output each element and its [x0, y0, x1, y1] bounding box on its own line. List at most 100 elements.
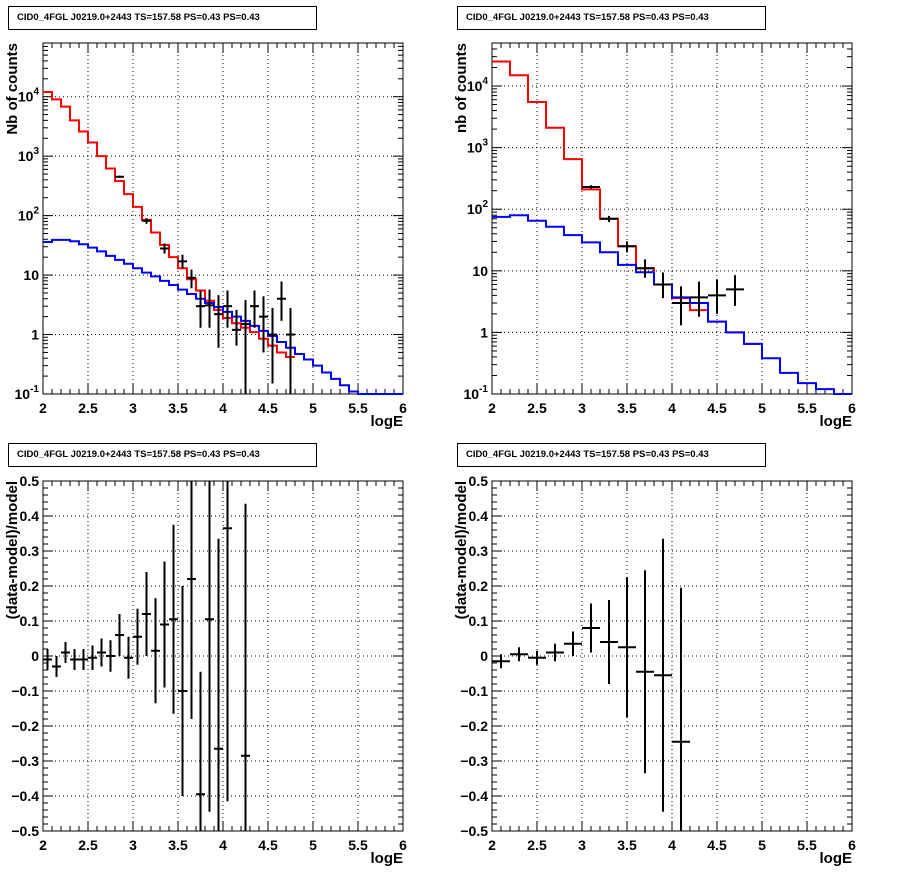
- x-tick-label: 6: [399, 837, 407, 853]
- y-axis-title: Nb of counts: [4, 43, 21, 135]
- panel-title-top-right: CID0_4FGL J0219.0+2443 TS=157.58 PS=0.43…: [457, 6, 766, 30]
- y-tick-label: 0.2: [20, 578, 40, 594]
- x-tick-label: 2: [39, 837, 47, 853]
- x-tick-label: 4: [668, 400, 676, 416]
- x-tick-label: 2.5: [78, 837, 98, 853]
- y-tick-label: −0.1: [11, 683, 39, 699]
- data-point: [726, 275, 744, 306]
- y-tick-label: 0.3: [469, 543, 489, 559]
- y-tick-label: 0: [31, 648, 39, 664]
- series-blue-step: [43, 238, 403, 395]
- y-tick-label: 1: [480, 324, 488, 340]
- y-tick-label: −0.1: [460, 683, 488, 699]
- y-tick-label-exponent: 3: [482, 138, 488, 149]
- y-tick-label-base: 10: [15, 386, 31, 402]
- y-tick-label: 0.4: [469, 508, 489, 524]
- data-point: [160, 243, 169, 254]
- y-tick-label: 103: [467, 138, 489, 156]
- y-tick-label: 0: [480, 648, 488, 664]
- x-tick-label: 6: [848, 400, 856, 416]
- y-tick-label-base: 10: [18, 148, 34, 164]
- plot-bottom-left: 2 2.5 3 3.5 4 4.5 5 5.5 6 −0.5 −0.4 −0.3 −0.2 −0.1 0 0.…: [4, 473, 407, 867]
- x-tick-label: 4: [219, 400, 227, 416]
- data-point: [79, 649, 88, 670]
- panel-title-bottom-left: CID0_4FGL J0219.0+2443 TS=157.58 PS=0.43…: [8, 443, 317, 467]
- data-point: [259, 296, 268, 353]
- x-tick-label: 5.5: [797, 400, 817, 416]
- y-tick-label: 102: [467, 199, 489, 217]
- data-point: [205, 289, 214, 328]
- data-point: [546, 643, 564, 662]
- series-red-step: [43, 90, 295, 358]
- y-tick-label-exponent: -1: [30, 384, 39, 395]
- data-point: [268, 307, 277, 384]
- data-point: [636, 570, 654, 774]
- y-tick-label: 102: [18, 206, 40, 224]
- data-point: [510, 647, 528, 662]
- x-tick-label: 2.5: [527, 837, 547, 853]
- y-tick-label: 10-1: [464, 384, 489, 402]
- x-tick-label: 2.5: [78, 400, 98, 416]
- y-tick-label: 0.2: [469, 578, 489, 594]
- y-tick-label: 0.5: [20, 473, 40, 489]
- plot-bottom-right: 2 2.5 3 3.5 4 4.5 5 5.5 6 −0.5 −0.4 −0.3 −0.2 −0.1 0 0.…: [453, 473, 856, 867]
- y-tick-label: −0.5: [460, 823, 488, 839]
- data-point: [672, 286, 690, 326]
- data-point: [654, 272, 672, 299]
- y-tick-label: −0.4: [11, 788, 39, 804]
- x-tick-label: 3.5: [617, 400, 637, 416]
- data-point: [106, 640, 115, 672]
- x-tick-label: 3: [578, 837, 586, 853]
- data-point: [672, 587, 690, 831]
- series-blue-step: [492, 214, 852, 395]
- x-tick-label: 5.5: [348, 400, 368, 416]
- data-point: [169, 524, 178, 714]
- y-tick-label: −0.3: [460, 753, 488, 769]
- data-point: [654, 538, 672, 812]
- y-tick-label-base: 10: [467, 78, 483, 94]
- panel-title-bottom-right: CID0_4FGL J0219.0+2443 TS=157.58 PS=0.43…: [457, 443, 766, 467]
- x-tick-label: 3.5: [617, 837, 637, 853]
- y-tick-label-exponent: 2: [33, 206, 39, 217]
- data-point: [277, 281, 286, 321]
- y-tick-label: 0.3: [20, 543, 40, 559]
- x-tick-label: 5.5: [348, 837, 368, 853]
- data-point: [187, 269, 196, 289]
- data-point: [582, 603, 600, 653]
- x-tick-label: 4: [668, 837, 676, 853]
- y-tick-label: −0.5: [11, 823, 39, 839]
- x-tick-label: 4.5: [258, 400, 278, 416]
- y-tick-label: 10: [23, 267, 39, 283]
- y-tick-label: 10-1: [15, 384, 40, 402]
- data-point: [178, 586, 187, 796]
- data-point: [618, 241, 636, 253]
- data-point: [115, 614, 124, 656]
- data-point: [618, 577, 636, 718]
- plot-top-left: 2 2.5 3 3.5 4 4.5 5 5.5 610-1110102103104logENb …: [4, 42, 407, 430]
- x-tick-label: 4.5: [258, 837, 278, 853]
- x-tick-label: 4.5: [707, 400, 727, 416]
- y-tick-label: −0.2: [460, 718, 488, 734]
- y-tick-label-exponent: 4: [482, 76, 488, 87]
- data-point: [600, 600, 618, 684]
- y-tick-label-base: 10: [467, 140, 483, 156]
- x-tick-label: 6: [848, 837, 856, 853]
- panel-title-top-left: CID0_4FGL J0219.0+2443 TS=157.58 PS=0.43…: [8, 6, 317, 30]
- y-tick-label-exponent: -1: [479, 384, 488, 395]
- data-point: [232, 309, 241, 346]
- x-tick-label: 6: [399, 400, 407, 416]
- y-tick-label: −0.4: [460, 788, 488, 804]
- y-tick-label-base: 10: [18, 208, 34, 224]
- x-tick-label: 4.5: [707, 837, 727, 853]
- y-tick-label: 104: [467, 76, 489, 94]
- y-tick-label: 10: [472, 263, 488, 279]
- data-point: [70, 649, 79, 670]
- y-tick-label: 103: [18, 146, 40, 164]
- data-point: [151, 598, 160, 704]
- y-tick-label-base: 10: [464, 386, 480, 402]
- x-axis-title: logE: [371, 850, 404, 867]
- data-point: [52, 656, 61, 677]
- x-tick-label: 4: [219, 837, 227, 853]
- data-point: [115, 175, 124, 178]
